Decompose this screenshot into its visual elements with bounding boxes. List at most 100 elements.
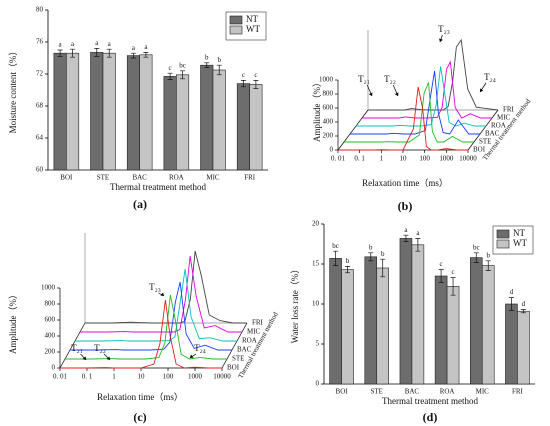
y-tick-label: 64 [36,134,44,142]
annotation: T₂₃ [438,24,450,34]
legend-label: NT [246,14,258,24]
significance-letter: b [486,251,490,259]
y-tick-label: 15 [312,260,320,268]
y-tick-label: 400 [323,118,334,126]
y-tick-label: 600 [45,316,56,324]
bar [249,84,263,171]
depth-axis [221,322,248,369]
y-tick-label: 0 [316,380,320,388]
bar [53,52,67,171]
x-tick-label: BAC [132,174,147,182]
significance-letter: a [108,40,112,48]
series-line [368,38,499,111]
significance-letter: b [369,243,373,251]
x-tick-label: STE [371,388,383,396]
error-bar [415,238,421,252]
arrow-head [190,354,194,358]
bar [434,275,448,385]
depth-tick-label: MIC [497,114,511,122]
x-tick-label: BOI [60,174,73,182]
x-tick-label: 0. 01 [331,155,346,163]
x-tick-label: MIC [476,388,490,396]
x-tick-label: 0. 01 [53,373,68,381]
significance-letter: c [254,71,257,79]
significance-letter: a [132,44,136,52]
depth-tick-label: BOI [473,146,486,154]
bar [411,244,425,385]
depth-tick-label: FRI [503,106,515,114]
depth-tick-label: STE [232,355,244,363]
arrow-head [480,88,484,92]
x-tick-label: 10000 [459,155,477,163]
significance-letter: b [217,56,221,64]
x-tick-label: ROA [169,174,184,182]
significance-letter: bc [473,243,480,251]
x-tick-label: 100 [163,373,174,381]
bar [102,52,116,171]
x-tick-label: ROA [440,388,455,396]
significance-letter: a [71,40,75,48]
arrow-head [160,292,164,296]
error-bar [473,252,479,263]
depth-tick-label: MIC [247,328,261,336]
depth-tick-label: ROA [491,122,506,130]
depth-tick-label: ROA [242,337,257,345]
x-tick-label: 1 [112,373,116,381]
bar [212,69,226,171]
significance-letter: c [440,260,443,268]
depth-tick-label: FRI [252,319,264,327]
bar [236,83,250,171]
error-bar [345,266,351,274]
error-bar [143,52,149,58]
bar [469,257,483,385]
y-tick-label: 200 [323,132,334,140]
series-line [60,299,222,369]
x-axis-title: Thermal treatment method [382,396,478,406]
legend-swatch [496,229,510,239]
x-tick-label: 0. 1 [82,373,93,381]
y-tick-label: 0 [330,146,334,154]
y-tick-label: 1000 [41,284,56,292]
error-bar [403,234,409,242]
depth-axis [467,109,499,151]
significance-letter: a [144,43,148,51]
y-tick-label: 80 [36,6,44,14]
x-axis-title: Relaxation time（ms） [97,392,183,402]
error-bar [57,49,63,57]
error-bar [130,52,136,59]
x-tick-label: 1000 [439,155,454,163]
error-bar [380,258,386,278]
x-tick-label: 10 [400,155,408,163]
bar [399,238,413,385]
error-bar [520,309,526,314]
y-tick-label: 10 [312,300,320,308]
significance-letter: c [242,71,245,79]
annotation: T₂₄ [484,72,496,82]
panel-label: (d) [423,410,438,424]
bar [376,267,390,385]
y-tick-label: 400 [45,332,56,340]
significance-letter: c [169,64,172,72]
significance-letter: c [452,268,455,276]
y-axis-title: Moisture content（%） [8,47,18,134]
error-bar [368,252,374,262]
depth-tick-label: BOI [227,364,240,372]
legend-label: NT [513,228,525,238]
depth-axis [59,322,86,369]
annotation: T₂₁ [358,74,370,84]
x-tick-label: STE [97,174,109,182]
y-tick-label: 76 [36,38,44,46]
x-tick-label: 1 [380,155,384,163]
series-line [80,255,242,333]
significance-letter: a [59,41,63,49]
x-tick-label: BAC [405,388,420,396]
error-bar [485,260,491,271]
x-axis-title: Relaxation time（ms） [362,178,448,188]
series-line [338,86,468,151]
bar [176,74,190,171]
y-tick-label: 72 [36,70,44,78]
significance-letter: b [381,250,385,258]
annotation: T₂₁ [71,343,83,353]
significance-letter: b [346,257,350,265]
